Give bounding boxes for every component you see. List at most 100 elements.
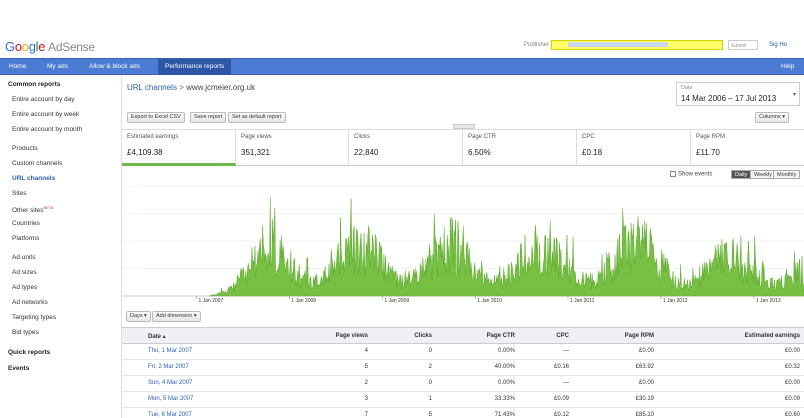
adsense-logo[interactable]: Google AdSense	[5, 39, 95, 54]
sidebar-heading-events[interactable]: Events	[8, 365, 30, 372]
x-tick-label: 1 Jan 2010	[477, 298, 502, 304]
publisher-label: Publisher	[524, 42, 550, 48]
x-tick-label: 1 Jan 2008	[291, 298, 316, 304]
granularity-monthly[interactable]: Monthly	[773, 170, 801, 179]
sidebar-item-platforms[interactable]: Platforms	[12, 235, 40, 242]
col-page-rpm[interactable]: Page RPM	[624, 333, 654, 339]
sidebar-item-by-month[interactable]: Entire account by month	[12, 126, 83, 133]
tab-help[interactable]: Help	[781, 63, 795, 70]
col-page-views[interactable]: Page views	[335, 333, 368, 339]
col-date[interactable]: Date ▴	[148, 334, 166, 340]
sidebar-item-ad-networks[interactable]: Ad networks	[12, 299, 48, 306]
sidebar-item-url-channels[interactable]: URL channels	[12, 175, 56, 182]
sidebar-item-bid-types[interactable]: Bid types	[12, 329, 39, 336]
table-cell: 2	[428, 364, 432, 370]
sidebar-item-ad-units[interactable]: Ad units	[12, 254, 36, 261]
sidebar-item-ad-sizes[interactable]: Ad sizes	[12, 269, 37, 276]
y-tick-label: £30.00	[124, 212, 140, 218]
table-cell[interactable]: Tue, 6 Mar 2007	[148, 412, 192, 418]
x-tick-label: 1 Jan 2012	[663, 298, 688, 304]
y-tick-label: £40.00	[124, 184, 140, 190]
tab-performance-reports[interactable]: Performance reports	[158, 59, 232, 75]
report-sidebar: Common reports Entire account by day Ent…	[0, 76, 122, 418]
sidebar-item-custom-channels[interactable]: Custom channels	[12, 160, 63, 167]
metric-page-rpm[interactable]: Page RPM £11.70	[696, 134, 726, 157]
metric-estimated-earnings[interactable]: Estimated earnings £4,109.38	[122, 130, 236, 166]
y-tick-label: £20.00	[124, 239, 140, 245]
sidebar-item-by-week[interactable]: Entire account by week	[12, 111, 80, 118]
sidebar-heading-common-reports[interactable]: Common reports	[8, 81, 61, 88]
dimension-select[interactable]: Days ▾	[126, 311, 151, 322]
x-axis-ticks: 1 Jan 2007 1 Jan 2008 1 Jan 2009 1 Jan 2010…	[196, 296, 781, 304]
sidebar-item-sites[interactable]: Sites	[12, 190, 27, 197]
col-page-ctr[interactable]: Page CTR	[486, 333, 515, 339]
breadcrumb-site: www.jcmeier.org.uk	[186, 83, 256, 92]
table-cell: 3	[364, 396, 368, 402]
table-cell: 0	[428, 348, 432, 354]
x-tick-label: 1 Jan 2007	[199, 298, 224, 304]
date-range-value: 14 Mar 2006 – 17 Jul 2013	[681, 94, 777, 103]
table-cell: £0.12	[553, 412, 569, 418]
main-nav: Home My ads Allow & block ads Performanc…	[0, 58, 804, 75]
sidebar-heading-quick-reports[interactable]: Quick reports	[8, 349, 51, 356]
table-cell[interactable]: Sun, 4 Mar 2007	[148, 380, 193, 386]
sidebar-item-targeting-types[interactable]: Targeting types	[12, 314, 57, 321]
table-cell: £85.10	[635, 412, 654, 418]
table-cell[interactable]: Thu, 1 Mar 2007	[148, 348, 193, 354]
add-dimension-button[interactable]: Add dimension ▾	[152, 311, 201, 322]
table-cell: 0.00%	[497, 380, 515, 386]
col-clicks[interactable]: Clicks	[414, 333, 432, 339]
sidebar-item-products[interactable]: Products	[12, 145, 38, 152]
save-report-button[interactable]: Save report	[190, 112, 227, 123]
chevron-down-icon: ▾	[792, 92, 796, 98]
table-cell: 1	[428, 396, 432, 402]
show-events-toggle[interactable]: Show events	[670, 171, 712, 178]
date-range-picker[interactable]: Date 14 Mar 2006 – 17 Jul 2013 ▾	[676, 82, 800, 106]
metric-page-ctr[interactable]: Page CTR 6.50%	[463, 130, 577, 166]
export-csv-button[interactable]: Export to Excel CSV	[127, 112, 185, 123]
table-cell: 7	[364, 412, 368, 418]
table-cell: 40.00%	[494, 364, 515, 370]
col-cpc[interactable]: CPC	[556, 333, 569, 339]
sidebar-item-ad-types[interactable]: Ad types	[12, 284, 38, 291]
table-row: Sun, 4 Mar 2007 2 0 0.00% — £0.00 £0.00	[122, 376, 804, 392]
checkbox-icon	[670, 171, 676, 177]
sidebar-item-other-sites[interactable]: Other sitesBETA	[12, 205, 54, 215]
table-row: Tue, 6 Mar 2007 7 5 71.43% £0.12 £85.10 £0.60	[122, 408, 804, 418]
granularity-daily[interactable]: Daily	[731, 170, 752, 179]
x-tick-label: 1 Jan 2011	[570, 298, 595, 304]
earnings-chart[interactable]: £10.00£20.00£30.00£40.00 1 Jan 2007 1 Jan…	[122, 180, 804, 304]
breadcrumb-separator: >	[179, 83, 184, 92]
breadcrumb-url-channels[interactable]: URL channels	[127, 83, 177, 92]
tab-allow-block-ads[interactable]: Allow & block ads	[89, 63, 140, 70]
table-cell: £0.00	[784, 348, 800, 354]
table-cell: 0.00%	[497, 348, 515, 354]
tab-home[interactable]: Home	[9, 63, 27, 70]
collapse-handle[interactable]	[453, 124, 475, 129]
metric-page-views[interactable]: Page views 351,321	[236, 130, 349, 166]
table-cell: 2	[364, 380, 368, 386]
table-cell: £0.09	[784, 396, 800, 402]
earnings-area	[209, 196, 804, 297]
publisher-submit-button[interactable]: Submit	[728, 40, 758, 50]
table-row: Fri, 2 Mar 2007 5 2 40.00% £0.16 £63.92 £0.32	[122, 360, 804, 376]
table-cell[interactable]: Mon, 5 Mar 2007	[148, 396, 194, 402]
metric-cpc[interactable]: CPC £0.18	[577, 130, 691, 166]
metric-clicks[interactable]: Clicks 22,840	[349, 130, 463, 166]
table-header: Date ▴ Page views Clicks Page CTR CPC Pa…	[122, 327, 804, 344]
table-row: Thu, 1 Mar 2007 4 0 0.00% — £0.00 £0.00	[122, 344, 804, 360]
col-estimated-earnings[interactable]: Estimated earnings	[744, 333, 800, 339]
table-cell: —	[563, 348, 569, 354]
table-cell: £0.00	[638, 380, 654, 386]
columns-button[interactable]: Columns ▾	[755, 112, 789, 123]
sign-out-link[interactable]: Sig Ho	[769, 42, 788, 48]
sidebar-item-by-day[interactable]: Entire account by day	[12, 96, 75, 103]
sidebar-item-countries[interactable]: Countries	[12, 220, 40, 227]
breadcrumb: URL channels > www.jcmeier.org.uk	[127, 83, 255, 92]
tab-my-ads[interactable]: My ads	[47, 63, 68, 70]
beta-badge: BETA	[43, 205, 54, 210]
table-cell[interactable]: Fri, 2 Mar 2007	[148, 364, 189, 370]
set-default-report-button[interactable]: Set as default report	[228, 112, 286, 123]
y-axis-ticks: £10.00 £20.00 £30.00 £40.00	[124, 184, 140, 273]
table-cell: 33.33%	[494, 396, 515, 402]
